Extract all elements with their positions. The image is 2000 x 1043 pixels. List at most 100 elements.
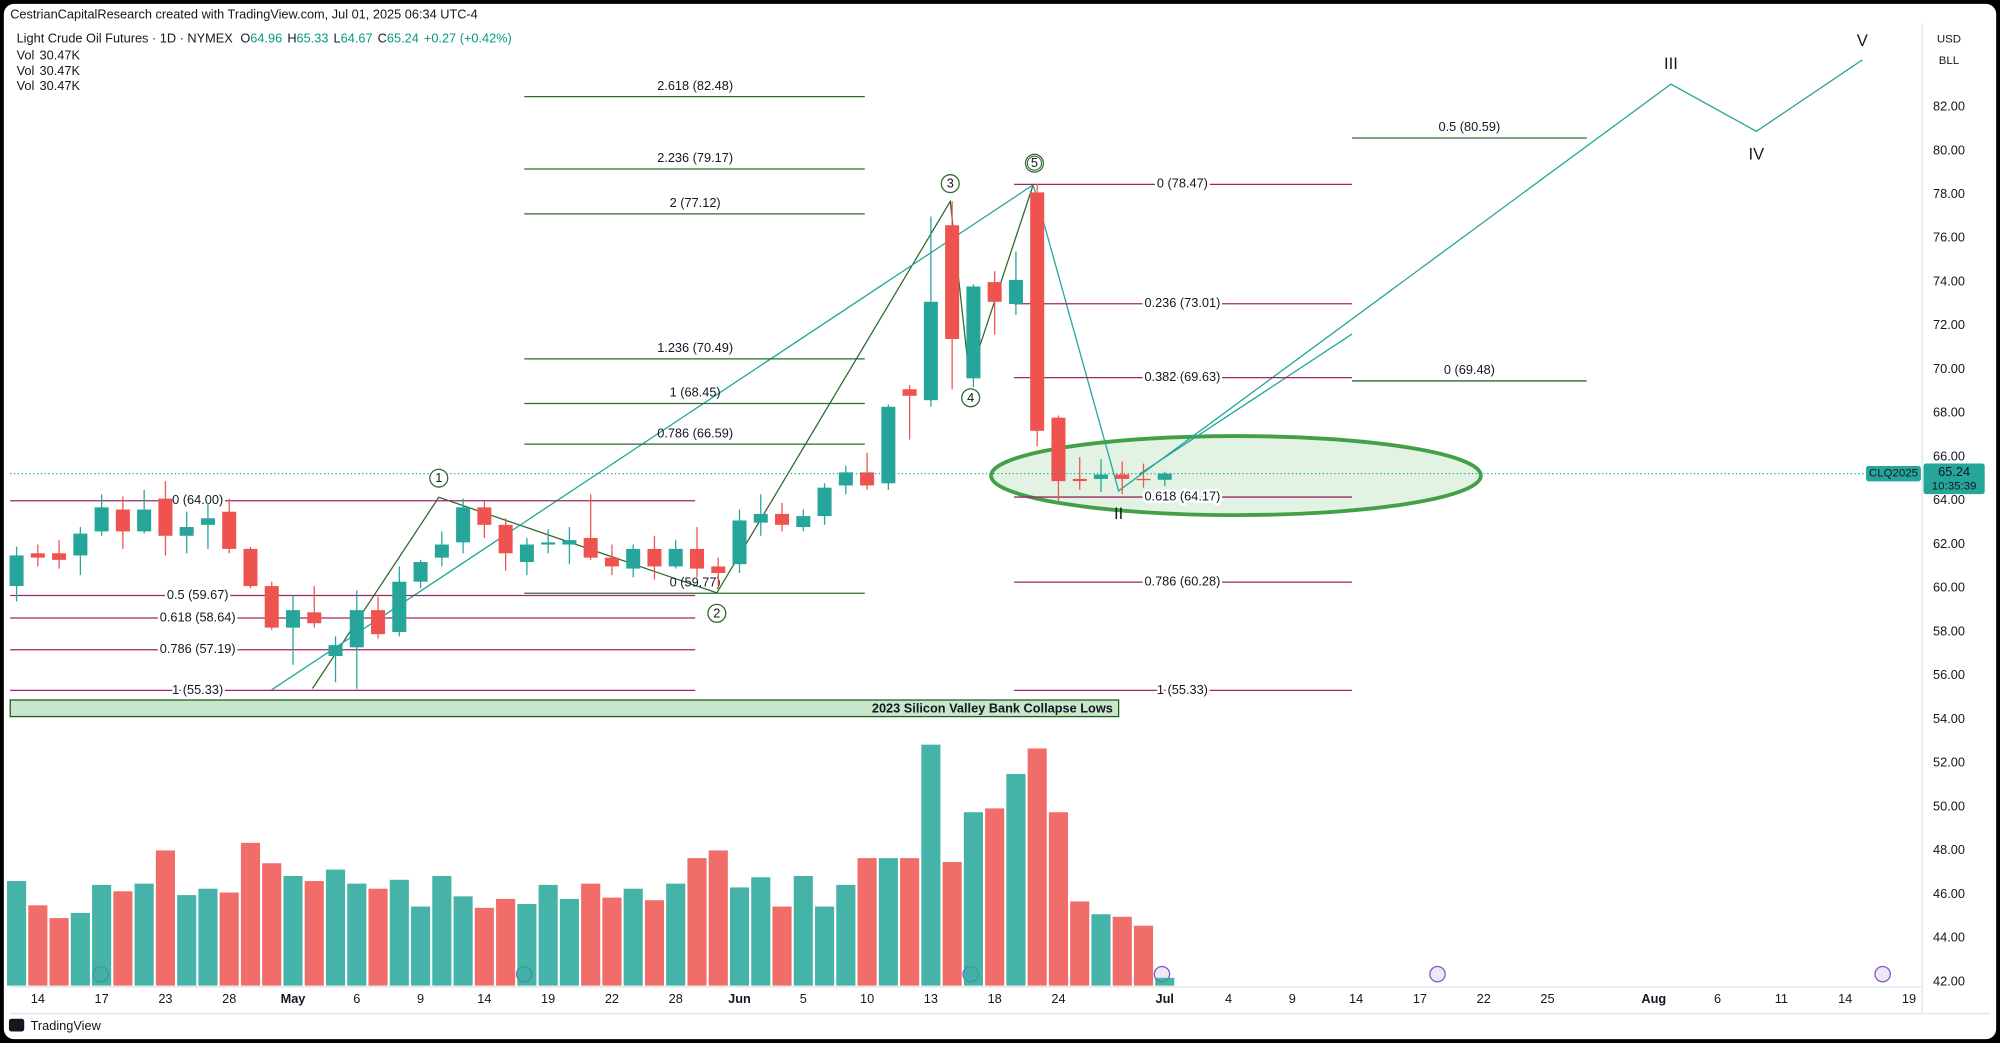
volume-bar [389, 879, 409, 986]
x-tick-label: 13 [924, 991, 938, 1006]
candle-body [158, 498, 173, 536]
projection-line [271, 59, 1863, 691]
candle-body [1157, 473, 1172, 480]
volume-bar [942, 861, 962, 986]
fib-label: 0 (69.48) [1444, 362, 1495, 377]
candle-body [583, 537, 598, 558]
candle-body [73, 533, 88, 556]
event-icon[interactable] [1429, 965, 1446, 983]
x-tick-label: 18 [988, 991, 1002, 1006]
candle-body [796, 516, 811, 528]
fib-label: 0.382 (69.63) [1144, 369, 1220, 384]
unit: BLL [1939, 55, 1959, 67]
x-tick-label: 22 [605, 991, 619, 1006]
candle-body [413, 562, 428, 582]
candle-body [817, 487, 832, 517]
candle-body [307, 612, 322, 624]
fib-label: 0 (59.77) [670, 574, 721, 589]
candle-body [9, 555, 24, 587]
x-tick-label: 24 [1051, 991, 1065, 1006]
candle-body [945, 225, 960, 339]
candle-body [179, 527, 194, 536]
volume-bar [432, 875, 452, 986]
x-tick-label: 4 [1225, 991, 1232, 1006]
candle-body [987, 282, 1002, 302]
candle-body [30, 553, 45, 558]
x-tick-label: 17 [1413, 991, 1427, 1006]
volume-bar [1091, 914, 1111, 986]
wave-circle [961, 388, 981, 408]
volume-bar [985, 808, 1005, 986]
candle-body [711, 566, 726, 573]
symbol-tag-label: CLQ2025 [1869, 468, 1918, 480]
wave-label: 5 [1031, 155, 1038, 170]
zone-label: 2023 Silicon Valley Bank Collapse Lows [872, 700, 1113, 715]
candle-body [1093, 474, 1108, 479]
volume-bar [729, 887, 750, 986]
wave-label: 2 [713, 605, 720, 620]
fib-label: 2.618 (82.48) [657, 78, 733, 93]
wave-label: 1 [435, 470, 442, 485]
y-tick-label: 82.00 [1933, 99, 1965, 114]
candle-body [881, 406, 896, 484]
y-tick-label: 72.00 [1933, 317, 1965, 332]
candle-body [1051, 417, 1066, 482]
y-tick-label: 42.00 [1933, 973, 1965, 988]
x-tick-label: 14 [1349, 991, 1363, 1006]
projection-line [1138, 333, 1353, 475]
y-tick-label: 66.00 [1933, 448, 1965, 463]
candle-body [264, 586, 279, 628]
y-tick-label: 74.00 [1933, 273, 1965, 288]
candle-body [838, 472, 853, 486]
candle-body [285, 610, 301, 628]
wave-label: II [1114, 504, 1123, 523]
volume-bar [368, 888, 388, 986]
candle-body [52, 553, 67, 560]
fib-label: 0 (78.47) [1157, 176, 1208, 191]
volume-bar [1155, 977, 1175, 986]
volume-legend-name: Vol [17, 63, 35, 78]
y-tick-label: 52.00 [1933, 755, 1965, 770]
fib-label: 0.786 (60.28) [1144, 574, 1220, 589]
x-tick-label: 11 [1775, 991, 1788, 1006]
volume-legend-value: 30.47K [40, 47, 81, 62]
volume-bar [708, 850, 728, 986]
x-tick-label: 28 [222, 991, 236, 1006]
candle-body [94, 507, 109, 532]
volume-bar [921, 744, 941, 986]
volume-bar [70, 912, 90, 986]
volume-bar [644, 900, 665, 986]
candle-body [1136, 478, 1151, 481]
volume-bar [283, 875, 303, 986]
ohlc-field: H [287, 31, 296, 46]
candle-body [477, 507, 492, 525]
volume-bar [538, 884, 558, 986]
volume-bar [836, 884, 856, 986]
y-tick-label: 80.00 [1933, 142, 1965, 157]
volume-bar [134, 883, 154, 986]
fib-label: 1 (55.33) [172, 682, 223, 697]
candle-body [753, 513, 768, 523]
candle-body [349, 610, 364, 648]
candle-body [860, 472, 875, 486]
event-icon[interactable] [1874, 965, 1891, 983]
ohlc-field: L [334, 31, 341, 46]
chart-background [3, 3, 1997, 1040]
candle-body [626, 548, 641, 569]
volume-bar [325, 869, 346, 986]
volume-bar [496, 898, 516, 986]
volume-bar [347, 883, 367, 986]
volume-bar [687, 858, 707, 986]
x-tick-label: 23 [158, 991, 172, 1006]
volume-bar [1112, 916, 1132, 986]
x-tick-label: Jun [728, 991, 751, 1006]
volume-bar [900, 858, 920, 986]
volume-bar [474, 907, 494, 986]
volume-legend-name: Vol [17, 47, 35, 62]
wave-label: 3 [947, 176, 954, 191]
x-tick-label: 9 [1289, 991, 1296, 1006]
candle-body [562, 540, 577, 545]
candle-body [1008, 279, 1023, 304]
volume-bar [92, 884, 112, 986]
